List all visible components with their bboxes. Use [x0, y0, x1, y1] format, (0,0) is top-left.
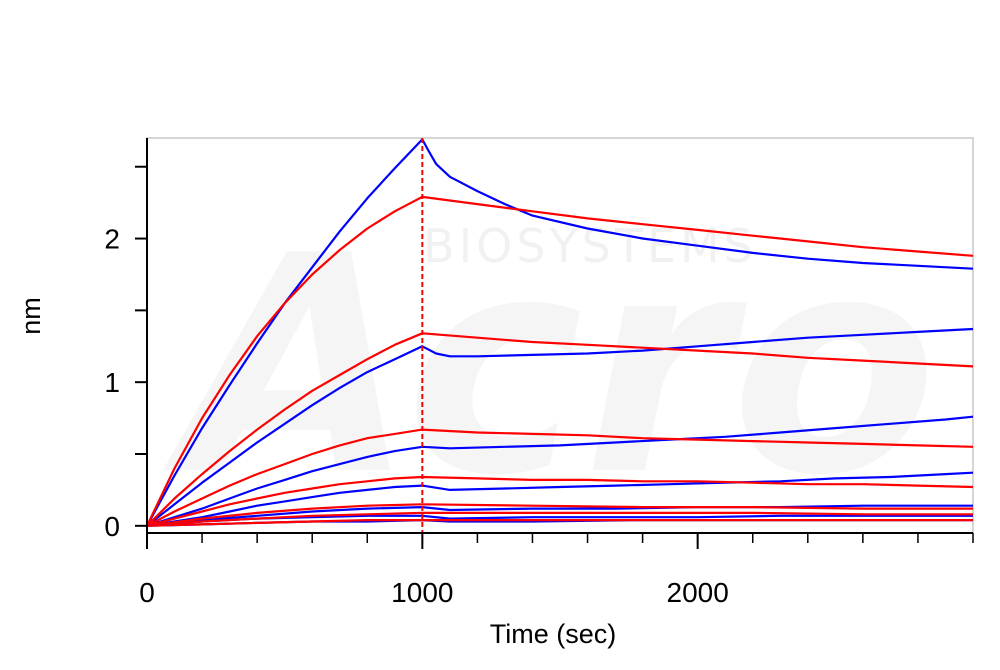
x-axis-title: Time (sec) — [490, 619, 617, 649]
x-tick-label: 1000 — [391, 577, 453, 608]
fit-curve-9 — [146, 503, 973, 527]
fit-curve-11 — [146, 511, 973, 527]
axes: 0 1000 2000 0 1 2 — [104, 138, 974, 608]
measured-curve-0 — [146, 138, 974, 527]
measured-curve-6 — [146, 471, 974, 527]
x-tick-label: 0 — [139, 577, 155, 608]
x-tick-label: 2000 — [667, 577, 729, 608]
watermark: AcroBIOSYSTEMS — [423, 219, 753, 273]
y-axis-title: nm — [16, 297, 46, 335]
y-tick-label: 0 — [104, 511, 120, 542]
y-tick-label: 2 — [104, 224, 120, 255]
series-layer — [146, 138, 974, 527]
fit-curve-13 — [146, 518, 973, 527]
measured-curve-2 — [146, 327, 974, 527]
measured-curve-4 — [146, 415, 974, 527]
y-tick-label: 1 — [104, 367, 120, 398]
